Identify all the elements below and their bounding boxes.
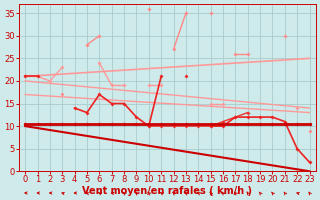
X-axis label: Vent moyen/en rafales ( km/h ): Vent moyen/en rafales ( km/h ) — [82, 186, 252, 196]
